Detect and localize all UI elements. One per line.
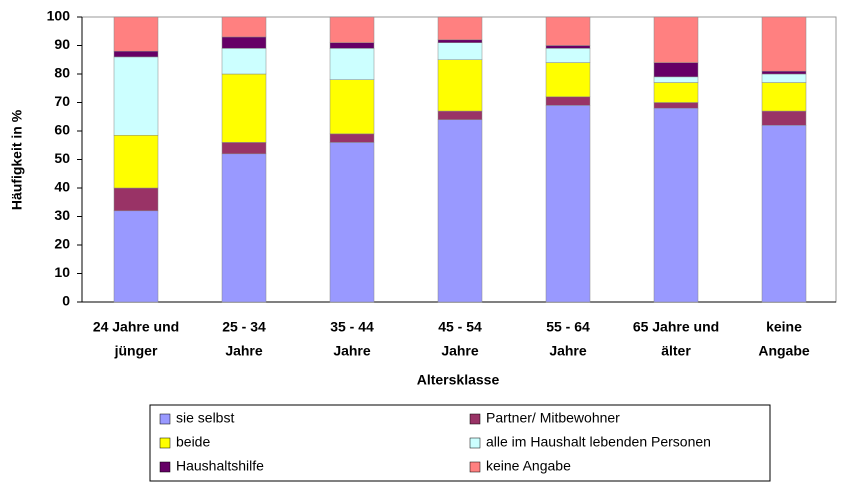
bar-segment [113, 16, 159, 52]
bar-segment [113, 187, 159, 212]
x-tick-label: 65 Jahre und [633, 319, 719, 335]
y-tick-label: 80 [54, 65, 70, 81]
bar-segment [437, 59, 483, 112]
x-tick-label: Jahre [549, 343, 587, 359]
x-tick-label: Angabe [758, 343, 810, 359]
bar-segment [653, 107, 699, 303]
bar-segment [329, 42, 375, 49]
bar-segment [761, 110, 807, 126]
y-tick-label: 10 [54, 264, 70, 280]
y-tick-label: 20 [54, 236, 70, 252]
y-axis-label: Häufigkeit in % [9, 109, 25, 210]
y-tick-label: 50 [54, 150, 70, 166]
legend-label: sie selbst [176, 410, 234, 426]
bar-segment [545, 48, 591, 63]
legend-swatch [159, 437, 171, 449]
legend-label: alle im Haushalt lebenden Personen [486, 434, 711, 450]
x-tick-label: jünger [114, 343, 158, 359]
bar-segment [761, 73, 807, 83]
legend-swatch [159, 461, 171, 473]
bar-segment [653, 16, 699, 63]
bar-segment [437, 16, 483, 41]
x-tick-label: Jahre [225, 343, 263, 359]
y-tick-label: 100 [47, 8, 71, 24]
legend-swatch [159, 413, 171, 425]
bar-segment [329, 79, 375, 135]
x-tick-label: 35 - 44 [330, 319, 374, 335]
x-tick-label: 24 Jahre und [93, 319, 179, 335]
legend-label: Haushaltshilfe [176, 458, 264, 474]
bar-segment [761, 125, 807, 303]
legend-swatch [469, 437, 481, 449]
bar-segment [221, 73, 267, 143]
bar-segment [761, 16, 807, 72]
y-tick-label: 60 [54, 122, 70, 138]
bar-segment [545, 96, 591, 106]
y-tick-label: 40 [54, 179, 70, 195]
bar-segment [437, 39, 483, 43]
bar-segment [113, 135, 159, 189]
legend-label: beide [176, 434, 210, 450]
bar-segment [221, 142, 267, 155]
x-tick-label: keine [766, 319, 802, 335]
legend [149, 404, 771, 482]
bar-segment [545, 62, 591, 98]
bar-segment [221, 48, 267, 75]
x-axis-label: Altersklasse [417, 372, 500, 388]
x-tick-label: Jahre [441, 343, 479, 359]
bar-segment [221, 16, 267, 38]
x-tick-label: Jahre [333, 343, 371, 359]
y-tick-label: 30 [54, 207, 70, 223]
x-tick-label: älter [661, 343, 691, 359]
bar-segment [437, 119, 483, 303]
x-tick-label: 25 - 34 [222, 319, 266, 335]
legend-label: keine Angabe [486, 458, 571, 474]
legend-label: Partner/ Mitbewohner [486, 410, 620, 426]
bar-segment [545, 16, 591, 46]
bar-segment [545, 45, 591, 49]
bar-segment [329, 16, 375, 43]
bar-segment [221, 153, 267, 303]
bar-segment [221, 36, 267, 49]
bar-segment [653, 102, 699, 109]
y-tick-label: 90 [54, 36, 70, 52]
legend-swatch [469, 413, 481, 425]
x-tick-label: 55 - 64 [546, 319, 590, 335]
bar-segment [653, 82, 699, 103]
bar-segment [761, 70, 807, 75]
bar-segment [653, 62, 699, 78]
bar-segment [653, 76, 699, 83]
y-tick-label: 0 [62, 293, 70, 309]
bar-segment [329, 142, 375, 303]
bar-segment [329, 133, 375, 143]
legend-swatch [469, 461, 481, 473]
bar-segment [437, 110, 483, 120]
bar-segment [761, 82, 807, 112]
y-tick-label: 70 [54, 93, 70, 109]
bar-segment [113, 56, 159, 136]
bar-segment [113, 210, 159, 303]
bar-segment [329, 48, 375, 80]
bar-segment [437, 42, 483, 61]
bar-segment [113, 50, 159, 58]
bar-segment [545, 105, 591, 303]
x-tick-label: 45 - 54 [438, 319, 482, 335]
